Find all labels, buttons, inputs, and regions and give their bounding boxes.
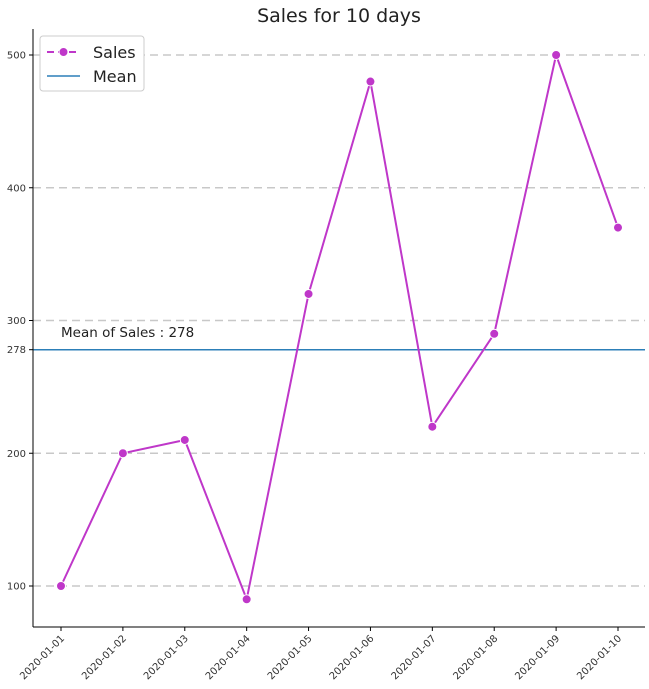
data-point: [241, 594, 252, 605]
x-tick-label: 2020-01-05: [266, 633, 315, 682]
data-point: [303, 288, 314, 299]
grid-lines: [33, 54, 645, 587]
y-ticks: 100 200 278 300 400 500: [7, 51, 33, 593]
y-tick-label: 100: [7, 582, 26, 593]
data-point: [179, 434, 190, 445]
x-tick-label: 2020-01-07: [390, 633, 439, 682]
data-point: [117, 448, 128, 459]
x-tick-label: 2020-01-09: [513, 633, 562, 682]
y-tick-label: 300: [7, 316, 26, 327]
legend: Sales Mean: [39, 35, 145, 92]
x-tick-label: 2020-01-02: [80, 633, 129, 682]
y-tick-label: 278: [7, 345, 26, 356]
data-point: [56, 581, 66, 591]
series-group: [56, 50, 623, 605]
x-tick-label: 2020-01-08: [451, 633, 500, 682]
x-tick-label: 2020-01-06: [328, 633, 377, 682]
chart-title: Sales for 10 days: [257, 5, 421, 27]
legend-sales-marker: [58, 47, 69, 57]
x-tick-label: 2020-01-10: [575, 633, 624, 682]
data-point: [489, 328, 500, 339]
y-tick-label: 400: [7, 183, 26, 194]
legend-mean-label: Mean: [93, 67, 137, 86]
data-point: [365, 76, 376, 87]
legend-sales-label: Sales: [93, 43, 136, 62]
y-tick-label: 200: [7, 449, 26, 460]
y-tick-label: 500: [7, 51, 26, 62]
data-point: [613, 222, 623, 233]
series-line-sales: [60, 54, 619, 601]
x-ticks: 2020-01-01 2020-01-02 2020-01-03 2020-01-04…: [18, 627, 624, 682]
mean-annotation: Mean of Sales : 278: [61, 325, 194, 341]
x-tick-label: 2020-01-04: [204, 633, 253, 682]
x-tick-label: 2020-01-01: [18, 633, 67, 682]
x-tick-label: 2020-01-03: [142, 633, 191, 682]
axes: [32, 29, 645, 628]
data-point: [427, 421, 438, 432]
data-point: [551, 50, 562, 60]
